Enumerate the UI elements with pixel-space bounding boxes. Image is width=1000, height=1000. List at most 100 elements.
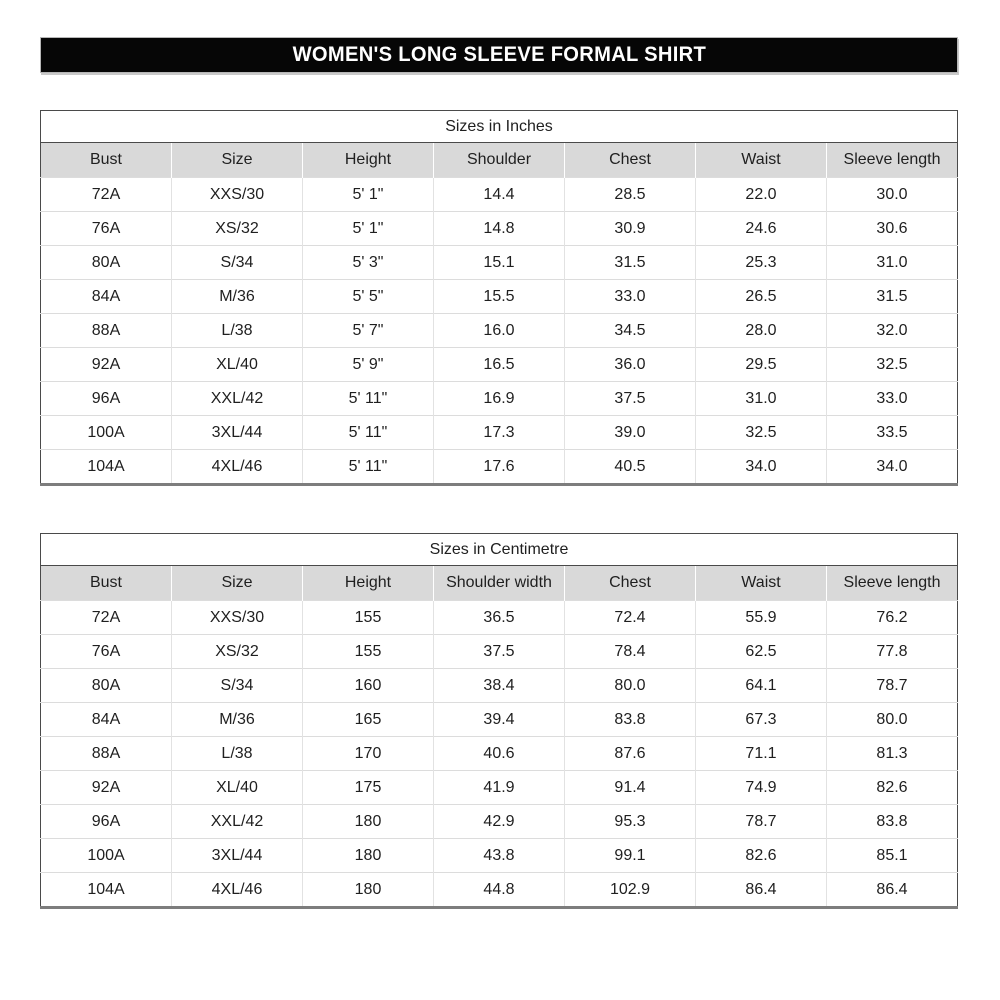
table-cell: 71.1 (695, 736, 827, 771)
table-cell: 78.7 (695, 804, 827, 839)
table-cell: XXS/30 (171, 600, 303, 635)
table-cell: 30.9 (564, 211, 696, 246)
table-cell: 82.6 (695, 838, 827, 873)
table-title-row: Sizes in Centimetre (40, 533, 958, 566)
table-cell: 84A (40, 702, 172, 737)
page-title-banner: WOMEN'S LONG SLEEVE FORMAL SHIRT (40, 37, 958, 73)
table-cell: 83.8 (564, 702, 696, 737)
table-cell: 76.2 (826, 600, 958, 635)
table-cell: 30.6 (826, 211, 958, 246)
table-cell: 80.0 (564, 668, 696, 703)
table-cell: 34.0 (826, 449, 958, 485)
table-cell: 72A (40, 177, 172, 212)
table-cell: 14.4 (433, 177, 565, 212)
table-cell: 36.5 (433, 600, 565, 635)
table-cell: 100A (40, 838, 172, 873)
table-cell: 77.8 (826, 634, 958, 669)
table-cell: 5' 5" (302, 279, 434, 314)
table-cell: 82.6 (826, 770, 958, 805)
table-cell: 24.6 (695, 211, 827, 246)
table-cell: 99.1 (564, 838, 696, 873)
table-cell: 42.9 (433, 804, 565, 839)
column-header: Chest (564, 565, 696, 601)
table-title: Sizes in Inches (40, 110, 958, 143)
table-row: 80A S/34 5' 3" 15.1 31.5 25.3 31.0 (40, 245, 958, 280)
table-cell: 87.6 (564, 736, 696, 771)
table-cell: 5' 1" (302, 211, 434, 246)
table-cell: 34.0 (695, 449, 827, 485)
table-cell: M/36 (171, 702, 303, 737)
table-cell: 72.4 (564, 600, 696, 635)
table-cell: 76A (40, 211, 172, 246)
table-cell: 32.5 (826, 347, 958, 382)
table-cell: 86.4 (695, 872, 827, 908)
table-cell: XL/40 (171, 347, 303, 382)
table-cell: 33.0 (826, 381, 958, 416)
column-header: Waist (695, 565, 827, 601)
table-cell: 5' 11" (302, 449, 434, 485)
table-row: 104A 4XL/46 180 44.8 102.9 86.4 86.4 (40, 872, 958, 908)
column-header: Bust (40, 142, 172, 178)
table-cell: 16.5 (433, 347, 565, 382)
table-cell: 84A (40, 279, 172, 314)
table-cell: 16.9 (433, 381, 565, 416)
table-cell: 160 (302, 668, 434, 703)
table-cell: 41.9 (433, 770, 565, 805)
table-row: 88A L/38 5' 7" 16.0 34.5 28.0 32.0 (40, 313, 958, 348)
table-cell: 25.3 (695, 245, 827, 280)
table-cell: 33.0 (564, 279, 696, 314)
table-cell: 55.9 (695, 600, 827, 635)
table-cell: XXL/42 (171, 804, 303, 839)
table-cell: L/38 (171, 736, 303, 771)
table-row: 80A S/34 160 38.4 80.0 64.1 78.7 (40, 668, 958, 703)
table-row: 84A M/36 5' 5" 15.5 33.0 26.5 31.5 (40, 279, 958, 314)
column-header: Height (302, 142, 434, 178)
table-cell: 32.5 (695, 415, 827, 450)
table-cell: 22.0 (695, 177, 827, 212)
table-title-row: Sizes in Inches (40, 110, 958, 143)
table-cell: 78.7 (826, 668, 958, 703)
table-row: 76A XS/32 5' 1" 14.8 30.9 24.6 30.6 (40, 211, 958, 246)
table-cell: 85.1 (826, 838, 958, 873)
table-cell: XS/32 (171, 211, 303, 246)
table-cell: 96A (40, 381, 172, 416)
table-cell: 36.0 (564, 347, 696, 382)
table-cell: M/36 (171, 279, 303, 314)
table-cell: 40.6 (433, 736, 565, 771)
page-title: WOMEN'S LONG SLEEVE FORMAL SHIRT (292, 43, 706, 66)
sizes-in-centimetre-table: Sizes in Centimetre Bust Size Height Shoulde… (40, 533, 958, 909)
table-cell: 104A (40, 872, 172, 908)
table-cell: 102.9 (564, 872, 696, 908)
table-cell: 92A (40, 770, 172, 805)
table-cell: 165 (302, 702, 434, 737)
table-row: 96A XXL/42 5' 11" 16.9 37.5 31.0 33.0 (40, 381, 958, 416)
table-cell: 104A (40, 449, 172, 485)
table-cell: 5' 11" (302, 381, 434, 416)
table-row: 100A 3XL/44 180 43.8 99.1 82.6 85.1 (40, 838, 958, 873)
table-cell: 34.5 (564, 313, 696, 348)
table-cell: 80A (40, 668, 172, 703)
table-cell: 33.5 (826, 415, 958, 450)
table-row: 72A XXS/30 155 36.5 72.4 55.9 76.2 (40, 600, 958, 635)
table-cell: 72A (40, 600, 172, 635)
table-cell: 155 (302, 634, 434, 669)
table-cell: 67.3 (695, 702, 827, 737)
table-cell: 74.9 (695, 770, 827, 805)
column-header: Height (302, 565, 434, 601)
table-cell: 17.6 (433, 449, 565, 485)
table-cell: 5' 1" (302, 177, 434, 212)
table-cell: 95.3 (564, 804, 696, 839)
sizes-in-inches-table: Sizes in Inches Bust Size Height Shoulder Che… (40, 110, 958, 486)
table-cell: S/34 (171, 668, 303, 703)
table-cell: S/34 (171, 245, 303, 280)
column-header: Shoulder width (433, 565, 565, 601)
table-cell: 180 (302, 838, 434, 873)
table-cell: 16.0 (433, 313, 565, 348)
table-cell: 29.5 (695, 347, 827, 382)
table-cell: 88A (40, 313, 172, 348)
table-cell: 31.5 (826, 279, 958, 314)
table-cell: 31.5 (564, 245, 696, 280)
table-cell: 15.1 (433, 245, 565, 280)
column-header: Size (171, 142, 303, 178)
table-cell: 86.4 (826, 872, 958, 908)
